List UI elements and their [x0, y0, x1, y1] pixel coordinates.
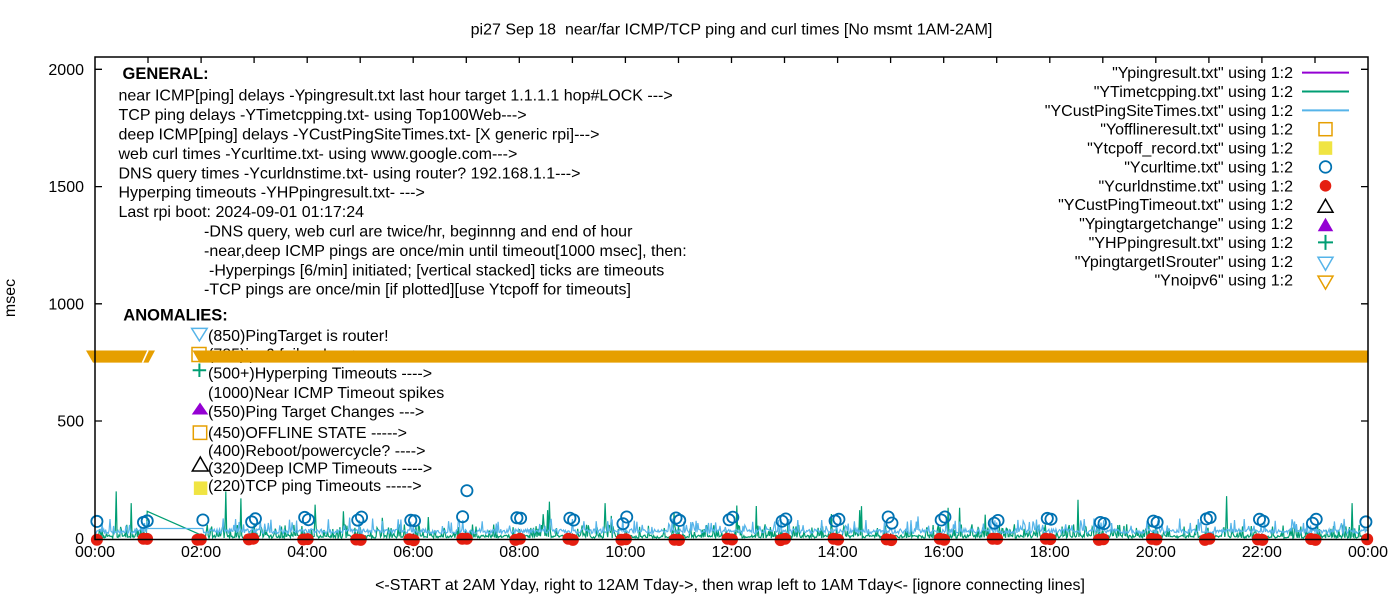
svg-text:1000: 1000: [48, 296, 84, 313]
svg-text:pi27 Sep 18 near/far ICMP/TCP: pi27 Sep 18 near/far ICMP/TCP ping and c…: [471, 21, 993, 38]
svg-text:near ICMP[ping] delays -Ypingr: near ICMP[ping] delays -Ypingresult.txt …: [119, 88, 673, 105]
svg-text:06:00: 06:00: [393, 544, 433, 561]
svg-text:-Hyperpings [6/min] initiated;: -Hyperpings [6/min] initiated; [vertical…: [209, 262, 664, 279]
svg-text:"YCustPingSiteTimes.txt" using: "YCustPingSiteTimes.txt" using 1:2: [1045, 103, 1293, 120]
svg-text:(320)Deep ICMP Timeouts ---->: (320)Deep ICMP Timeouts ---->: [208, 461, 432, 478]
svg-text:22:00: 22:00: [1242, 544, 1282, 561]
svg-text:12:00: 12:00: [711, 544, 751, 561]
svg-text:(450)OFFLINE STATE ----->: (450)OFFLINE STATE ----->: [208, 425, 407, 442]
svg-text:deep ICMP[ping] delays -YCustP: deep ICMP[ping] delays -YCustPingSiteTim…: [119, 127, 600, 144]
svg-text:"YHPpingresult.txt" using 1:2: "YHPpingresult.txt" using 1:2: [1089, 235, 1293, 252]
svg-text:(850)PingTarget is router!: (850)PingTarget is router!: [208, 328, 389, 345]
svg-text:web curl times -Ycurltime.txt-: web curl times -Ycurltime.txt- using www…: [118, 146, 518, 163]
svg-text:"Ypingresult.txt" using 1:2: "Ypingresult.txt" using 1:2: [1112, 65, 1293, 82]
svg-text:10:00: 10:00: [605, 544, 645, 561]
svg-text:00:00: 00:00: [75, 544, 115, 561]
svg-text:TCP ping delays -YTimetcpping.: TCP ping delays -YTimetcpping.txt- using…: [119, 107, 527, 124]
svg-text:04:00: 04:00: [287, 544, 327, 561]
svg-text:(400)Reboot/powercycle? ---->: (400)Reboot/powercycle? ---->: [208, 443, 425, 460]
svg-text:00:00: 00:00: [1348, 544, 1388, 561]
svg-text:"YCustPingTimeout.txt" using 1: "YCustPingTimeout.txt" using 1:2: [1058, 197, 1293, 214]
svg-text:0: 0: [75, 531, 84, 548]
svg-text:"YpingtargetISrouter" using 1:: "YpingtargetISrouter" using 1:2: [1075, 254, 1293, 271]
svg-text:18:00: 18:00: [1030, 544, 1070, 561]
svg-text:ANOMALIES:: ANOMALIES:: [123, 307, 228, 325]
svg-text:02:00: 02:00: [181, 544, 221, 561]
svg-text:2000: 2000: [48, 62, 84, 79]
svg-text:"Ypingtargetchange" using 1:2: "Ypingtargetchange" using 1:2: [1079, 216, 1293, 233]
svg-text:(1000)Near ICMP Timeout spikes: (1000)Near ICMP Timeout spikes: [208, 385, 444, 402]
svg-text:(550)Ping Target Changes --->: (550)Ping Target Changes --->: [208, 404, 424, 421]
svg-text:Last rpi boot: 2024-09-01 01:1: Last rpi boot: 2024-09-01 01:17:24: [119, 204, 365, 221]
svg-text:"Ytcpoff_record.txt" using 1:2: "Ytcpoff_record.txt" using 1:2: [1087, 141, 1293, 158]
svg-text:"Ycurltime.txt" using 1:2: "Ycurltime.txt" using 1:2: [1124, 159, 1293, 176]
svg-text:"Ycurldnstime.txt" using 1:2: "Ycurldnstime.txt" using 1:2: [1098, 178, 1293, 195]
svg-text:"Yofflineresult.txt" using 1:2: "Yofflineresult.txt" using 1:2: [1100, 122, 1293, 139]
svg-text:msec: msec: [2, 279, 19, 317]
svg-text:16:00: 16:00: [924, 544, 964, 561]
svg-text:"YTimetcpping.txt" using 1:2: "YTimetcpping.txt" using 1:2: [1094, 84, 1293, 101]
svg-text:-TCP pings are once/min [if pl: -TCP pings are once/min [if plotted][use…: [204, 282, 631, 299]
svg-text:14:00: 14:00: [818, 544, 858, 561]
svg-text:-near,deep ICMP pings are once: -near,deep ICMP pings are once/min until…: [204, 243, 687, 260]
svg-text:<-START at 2AM Yday, right to: <-START at 2AM Yday, right to 12AM Tday-…: [375, 577, 1085, 594]
svg-text:20:00: 20:00: [1136, 544, 1176, 561]
svg-text:08:00: 08:00: [499, 544, 539, 561]
svg-text:"Ynoipv6" using 1:2: "Ynoipv6" using 1:2: [1154, 273, 1293, 290]
svg-text:-DNS query, web curl are twice: -DNS query, web curl are twice/hr, begin…: [204, 224, 633, 241]
svg-text:1500: 1500: [48, 179, 84, 196]
svg-text:(220)TCP ping Timeouts ----->: (220)TCP ping Timeouts ----->: [208, 478, 422, 495]
svg-text:GENERAL:: GENERAL:: [123, 65, 209, 83]
svg-text:Hyperping timeouts -YHPpingres: Hyperping timeouts -YHPpingresult.txt- -…: [119, 185, 425, 202]
svg-text:(500+)Hyperping Timeouts ---->: (500+)Hyperping Timeouts ---->: [208, 366, 432, 383]
svg-text:DNS query times -Ycurldnstime.: DNS query times -Ycurldnstime.txt- using…: [119, 165, 581, 182]
svg-text:500: 500: [57, 414, 84, 431]
